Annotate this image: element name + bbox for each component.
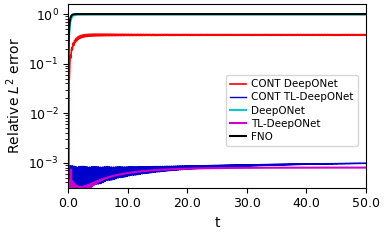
DeepONet <box>66 184 71 187</box>
CONT DeepONet <box>193 33 198 36</box>
FNO <box>364 13 368 15</box>
CONT TL-DeepONet <box>363 162 368 165</box>
TL-DeepONet <box>358 166 362 169</box>
CONT DeepONet <box>95 33 99 36</box>
CONT DeepONet <box>364 34 368 37</box>
TL-DeepONet <box>118 173 122 176</box>
CONT TL-DeepONet <box>326 163 330 165</box>
CONT DeepONet <box>66 209 71 212</box>
DeepONet <box>326 13 330 16</box>
TL-DeepONet <box>326 166 330 169</box>
CONT TL-DeepONet <box>118 171 122 174</box>
Line: TL-DeepONet: TL-DeepONet <box>68 168 366 234</box>
TL-DeepONet <box>364 166 368 169</box>
CONT DeepONet <box>118 34 122 37</box>
Line: CONT DeepONet: CONT DeepONet <box>68 34 366 211</box>
DeepONet <box>358 13 362 16</box>
CONT TL-DeepONet <box>67 201 72 203</box>
TL-DeepONet <box>180 167 185 170</box>
FNO <box>358 13 362 15</box>
Line: CONT TL-DeepONet: CONT TL-DeepONet <box>68 163 366 202</box>
TL-DeepONet <box>193 167 198 170</box>
FNO <box>66 176 71 179</box>
DeepONet <box>364 13 368 16</box>
FNO <box>180 13 185 15</box>
FNO <box>111 13 115 15</box>
CONT DeepONet <box>358 33 362 36</box>
CONT DeepONet <box>100 34 104 37</box>
DeepONet <box>180 13 185 16</box>
TL-DeepONet <box>100 178 104 181</box>
Y-axis label: Relative $L^2$ error: Relative $L^2$ error <box>4 37 23 154</box>
X-axis label: t: t <box>214 216 220 230</box>
FNO <box>118 13 122 15</box>
DeepONet <box>118 13 122 16</box>
CONT TL-DeepONet <box>358 162 362 165</box>
CONT TL-DeepONet <box>100 176 104 179</box>
FNO <box>100 13 104 15</box>
CONT TL-DeepONet <box>180 165 185 167</box>
CONT DeepONet <box>180 33 185 36</box>
CONT TL-DeepONet <box>364 162 368 165</box>
Legend: CONT DeepONet, CONT TL-DeepONet, DeepONet, TL-DeepONet, FNO: CONT DeepONet, CONT TL-DeepONet, DeepONe… <box>226 75 358 146</box>
DeepONet <box>193 13 198 16</box>
CONT DeepONet <box>326 34 330 37</box>
Line: FNO: FNO <box>68 14 366 178</box>
FNO <box>193 13 198 15</box>
FNO <box>326 13 330 15</box>
DeepONet <box>100 13 104 16</box>
CONT TL-DeepONet <box>193 166 198 169</box>
DeepONet <box>130 13 134 16</box>
CONT TL-DeepONet <box>66 176 71 179</box>
Line: DeepONet: DeepONet <box>68 15 366 186</box>
